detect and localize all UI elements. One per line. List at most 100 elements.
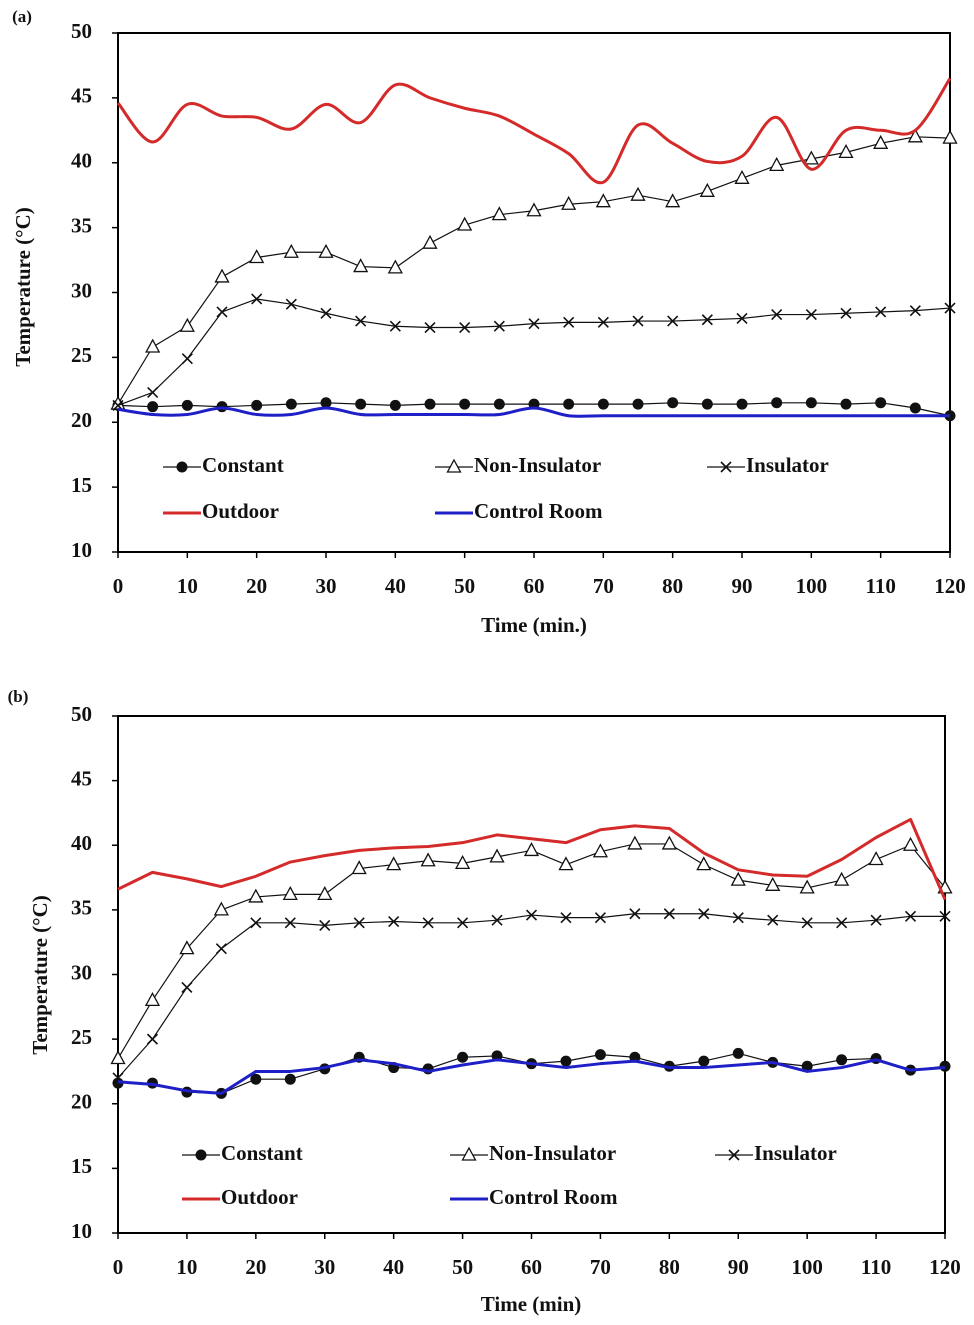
marker [182,982,192,992]
marker [733,1048,744,1059]
marker [667,397,678,408]
marker [216,270,229,282]
marker [148,387,158,397]
legend-label: Insulator [754,1141,837,1165]
series-line [118,299,950,405]
y-tick-label: 45 [71,84,92,108]
series-line [118,408,950,416]
x-tick-label: 120 [934,574,966,598]
x-tick-label: 60 [521,1255,542,1279]
y-tick-label: 20 [71,408,92,432]
y-axis-title: Temperature (°C) [28,895,52,1054]
y-tick-label: 45 [71,766,92,790]
marker [940,1061,951,1072]
marker [697,858,710,870]
legend-marker [463,1148,476,1160]
x-tick-label: 50 [454,574,475,598]
marker [321,308,331,318]
marker [425,399,436,410]
legend-label: Insulator [746,453,829,477]
marker [286,399,297,410]
marker [217,307,227,317]
legend-label: Non-Insulator [474,453,601,477]
y-tick-label: 25 [71,343,92,367]
x-tick-label: 30 [316,574,337,598]
marker [285,1074,296,1085]
x-tick-label: 110 [861,1255,891,1279]
legend-label: Outdoor [221,1185,298,1209]
marker [806,397,817,408]
marker [216,944,226,954]
marker [595,1049,606,1060]
x-tick-label: 100 [796,574,828,598]
marker [841,399,852,410]
page: {"chart_data": [ {"type": "line", "panel… [0,0,974,1320]
marker [249,890,262,902]
legend-marker [196,1150,207,1161]
marker [251,400,262,411]
marker [633,399,644,410]
marker [701,184,714,196]
x-tick-label: 90 [728,1255,749,1279]
x-tick-label: 100 [791,1255,823,1279]
marker [663,837,676,849]
marker [181,319,194,331]
marker [875,397,886,408]
marker [355,399,366,410]
x-tick-label: 20 [245,1255,266,1279]
legend-label: Non-Insulator [489,1141,616,1165]
marker [632,188,645,200]
marker [835,873,848,885]
x-tick-label: 10 [176,1255,197,1279]
marker [732,873,745,885]
legend-label: Control Room [489,1185,618,1209]
x-tick-label: 80 [662,574,683,598]
marker [904,838,917,850]
x-tick-label: 0 [113,1255,124,1279]
x-tick-label: 70 [590,1255,611,1279]
series-line [118,137,950,404]
y-tick-label: 20 [71,1090,92,1114]
x-tick-label: 120 [929,1255,961,1279]
y-tick-label: 50 [71,702,92,726]
x-tick-label: 20 [246,574,267,598]
y-tick-label: 40 [71,831,92,855]
panel-label: (b) [8,687,29,706]
marker [422,854,435,866]
marker [182,354,192,364]
marker [560,1056,571,1067]
marker [736,171,749,183]
legend-label: Constant [202,453,284,477]
series-line [118,1060,945,1094]
series-line [118,914,945,1078]
x-tick-label: 30 [314,1255,335,1279]
marker [870,852,883,864]
y-tick-label: 15 [71,1154,92,1178]
y-tick-label: 40 [71,149,92,173]
marker [146,340,159,352]
marker [494,399,505,410]
marker [389,261,402,273]
y-tick-label: 35 [71,896,92,920]
marker [698,1056,709,1067]
y-tick-label: 30 [71,278,92,302]
marker [112,1052,125,1064]
y-tick-label: 25 [71,1025,92,1049]
series-line [118,844,945,1059]
legend-label: Control Room [474,499,603,523]
legend-marker [448,460,461,472]
marker [424,236,437,248]
marker [354,260,367,272]
marker [182,400,193,411]
marker [285,245,298,257]
x-axis-title: Time (min) [481,1292,582,1316]
y-tick-label: 50 [71,19,92,43]
marker [390,400,401,411]
subplot: (b)1015202530354045500102030405060708090… [8,687,961,1316]
marker [944,131,957,143]
y-axis-title: Temperature (°C) [11,207,35,366]
x-tick-label: 0 [113,574,124,598]
marker [598,399,609,410]
marker [771,397,782,408]
